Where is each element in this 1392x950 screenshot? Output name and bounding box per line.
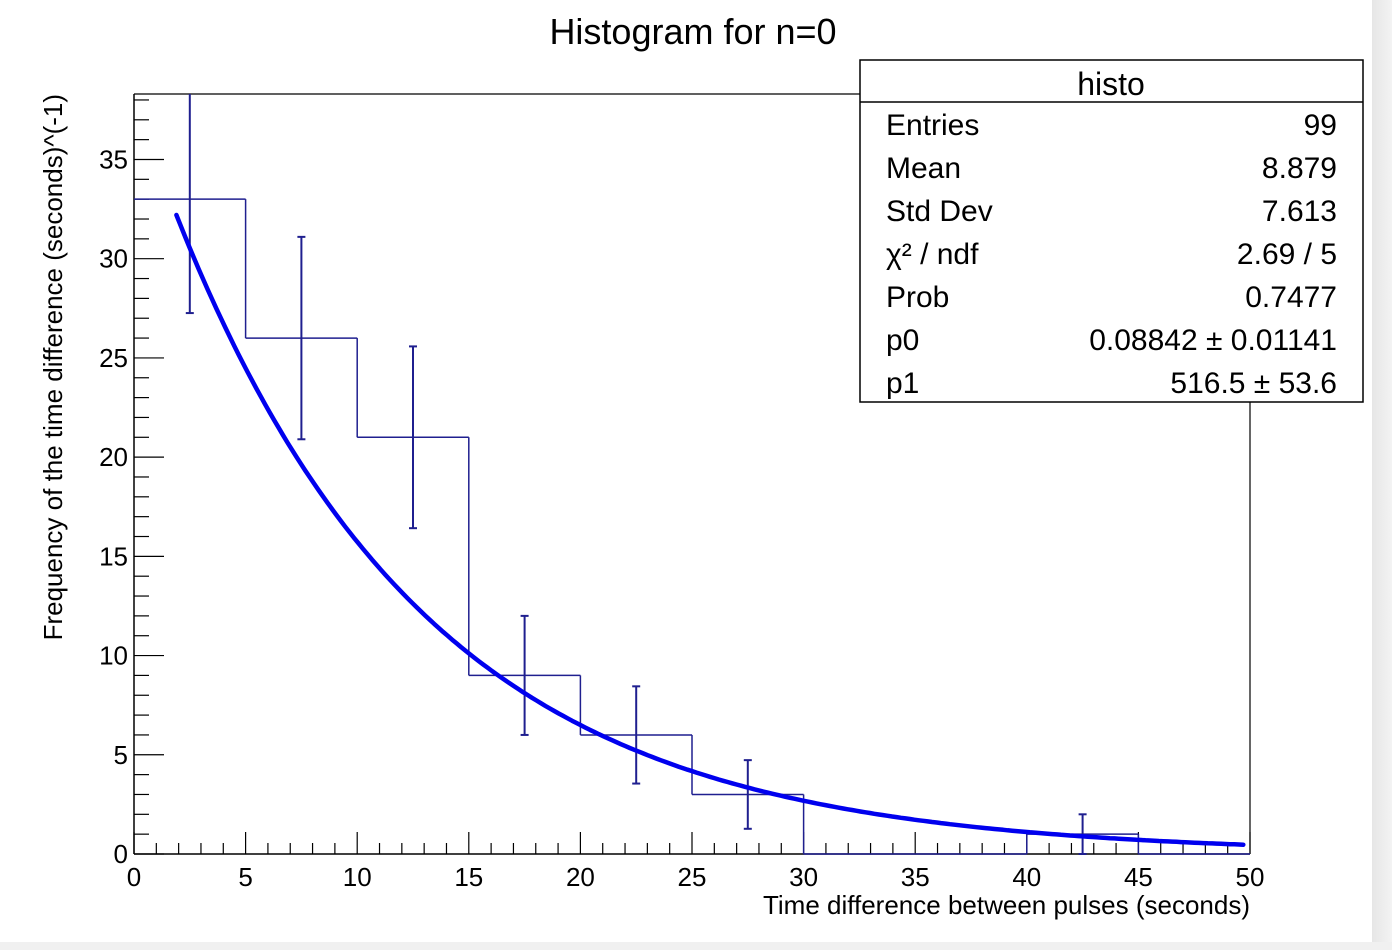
stats-label: Mean [886,152,961,185]
x-axis: 0 5 10 15 20 25 30 35 40 45 50 [127,832,1265,892]
y-axis-label: Frequency of the time difference (second… [38,94,68,640]
stats-box-frame [859,59,1364,403]
stats-box-title: histo [1077,66,1145,102]
y-tick-label: 5 [114,740,128,770]
stats-value: 99 [1304,109,1337,142]
window-edge [1372,0,1392,950]
stats-value: 8.879 [1262,152,1337,185]
stats-value: 516.5 ± 53.6 [1170,367,1337,400]
fit-curve [174,212,1246,847]
stats-rows: Entries 99 Mean 8.879 Std Dev 7.613 χ² / ndf 2.… [886,109,1337,400]
stats-value: 0.08842 ± 0.01141 [1089,324,1337,357]
stats-label: p0 [886,324,919,357]
y-tick-label: 10 [99,641,128,671]
x-tick-label: 50 [1236,862,1265,892]
y-axis: 0 5 10 15 20 25 30 35 [99,99,164,869]
x-tick-label: 25 [678,862,707,892]
histogram-chart: Histogram for n=0 0 5 10 15 20 25 30 35 40 45 50 0… [38,11,1364,920]
stats-label: p1 [886,367,919,400]
x-axis-label: Time difference between pulses (seconds) [763,890,1250,920]
stats-label: Entries [886,109,979,142]
y-tick-label: 20 [99,442,128,472]
stats-box: histo Entries 99 Mean 8.879 Std Dev 7.613 χ² /… [859,59,1364,403]
x-tick-label: 0 [127,862,141,892]
stats-value: 0.7477 [1245,281,1337,314]
x-tick-label: 10 [343,862,372,892]
y-tick-label: 30 [99,244,128,274]
x-tick-label: 20 [566,862,595,892]
x-tick-label: 40 [1012,862,1041,892]
stats-label: χ² / ndf [886,238,979,271]
x-tick-label: 45 [1124,862,1153,892]
histogram-bins [134,94,1250,855]
y-tick-label: 0 [114,839,128,869]
x-tick-label: 15 [454,862,483,892]
stats-label: Prob [886,281,949,314]
x-tick-label: 35 [901,862,930,892]
window-bottom-edge [0,942,1392,950]
stats-value: 2.69 / 5 [1237,238,1337,271]
y-tick-label: 25 [99,343,128,373]
x-tick-label: 5 [238,862,252,892]
chart-title: Histogram for n=0 [549,11,836,52]
y-tick-label: 35 [99,144,128,174]
stats-label: Std Dev [886,195,993,228]
x-tick-label: 30 [789,862,818,892]
y-tick-label: 15 [99,541,128,571]
fit-curve-layer [174,212,1246,847]
stats-value: 7.613 [1262,195,1337,228]
